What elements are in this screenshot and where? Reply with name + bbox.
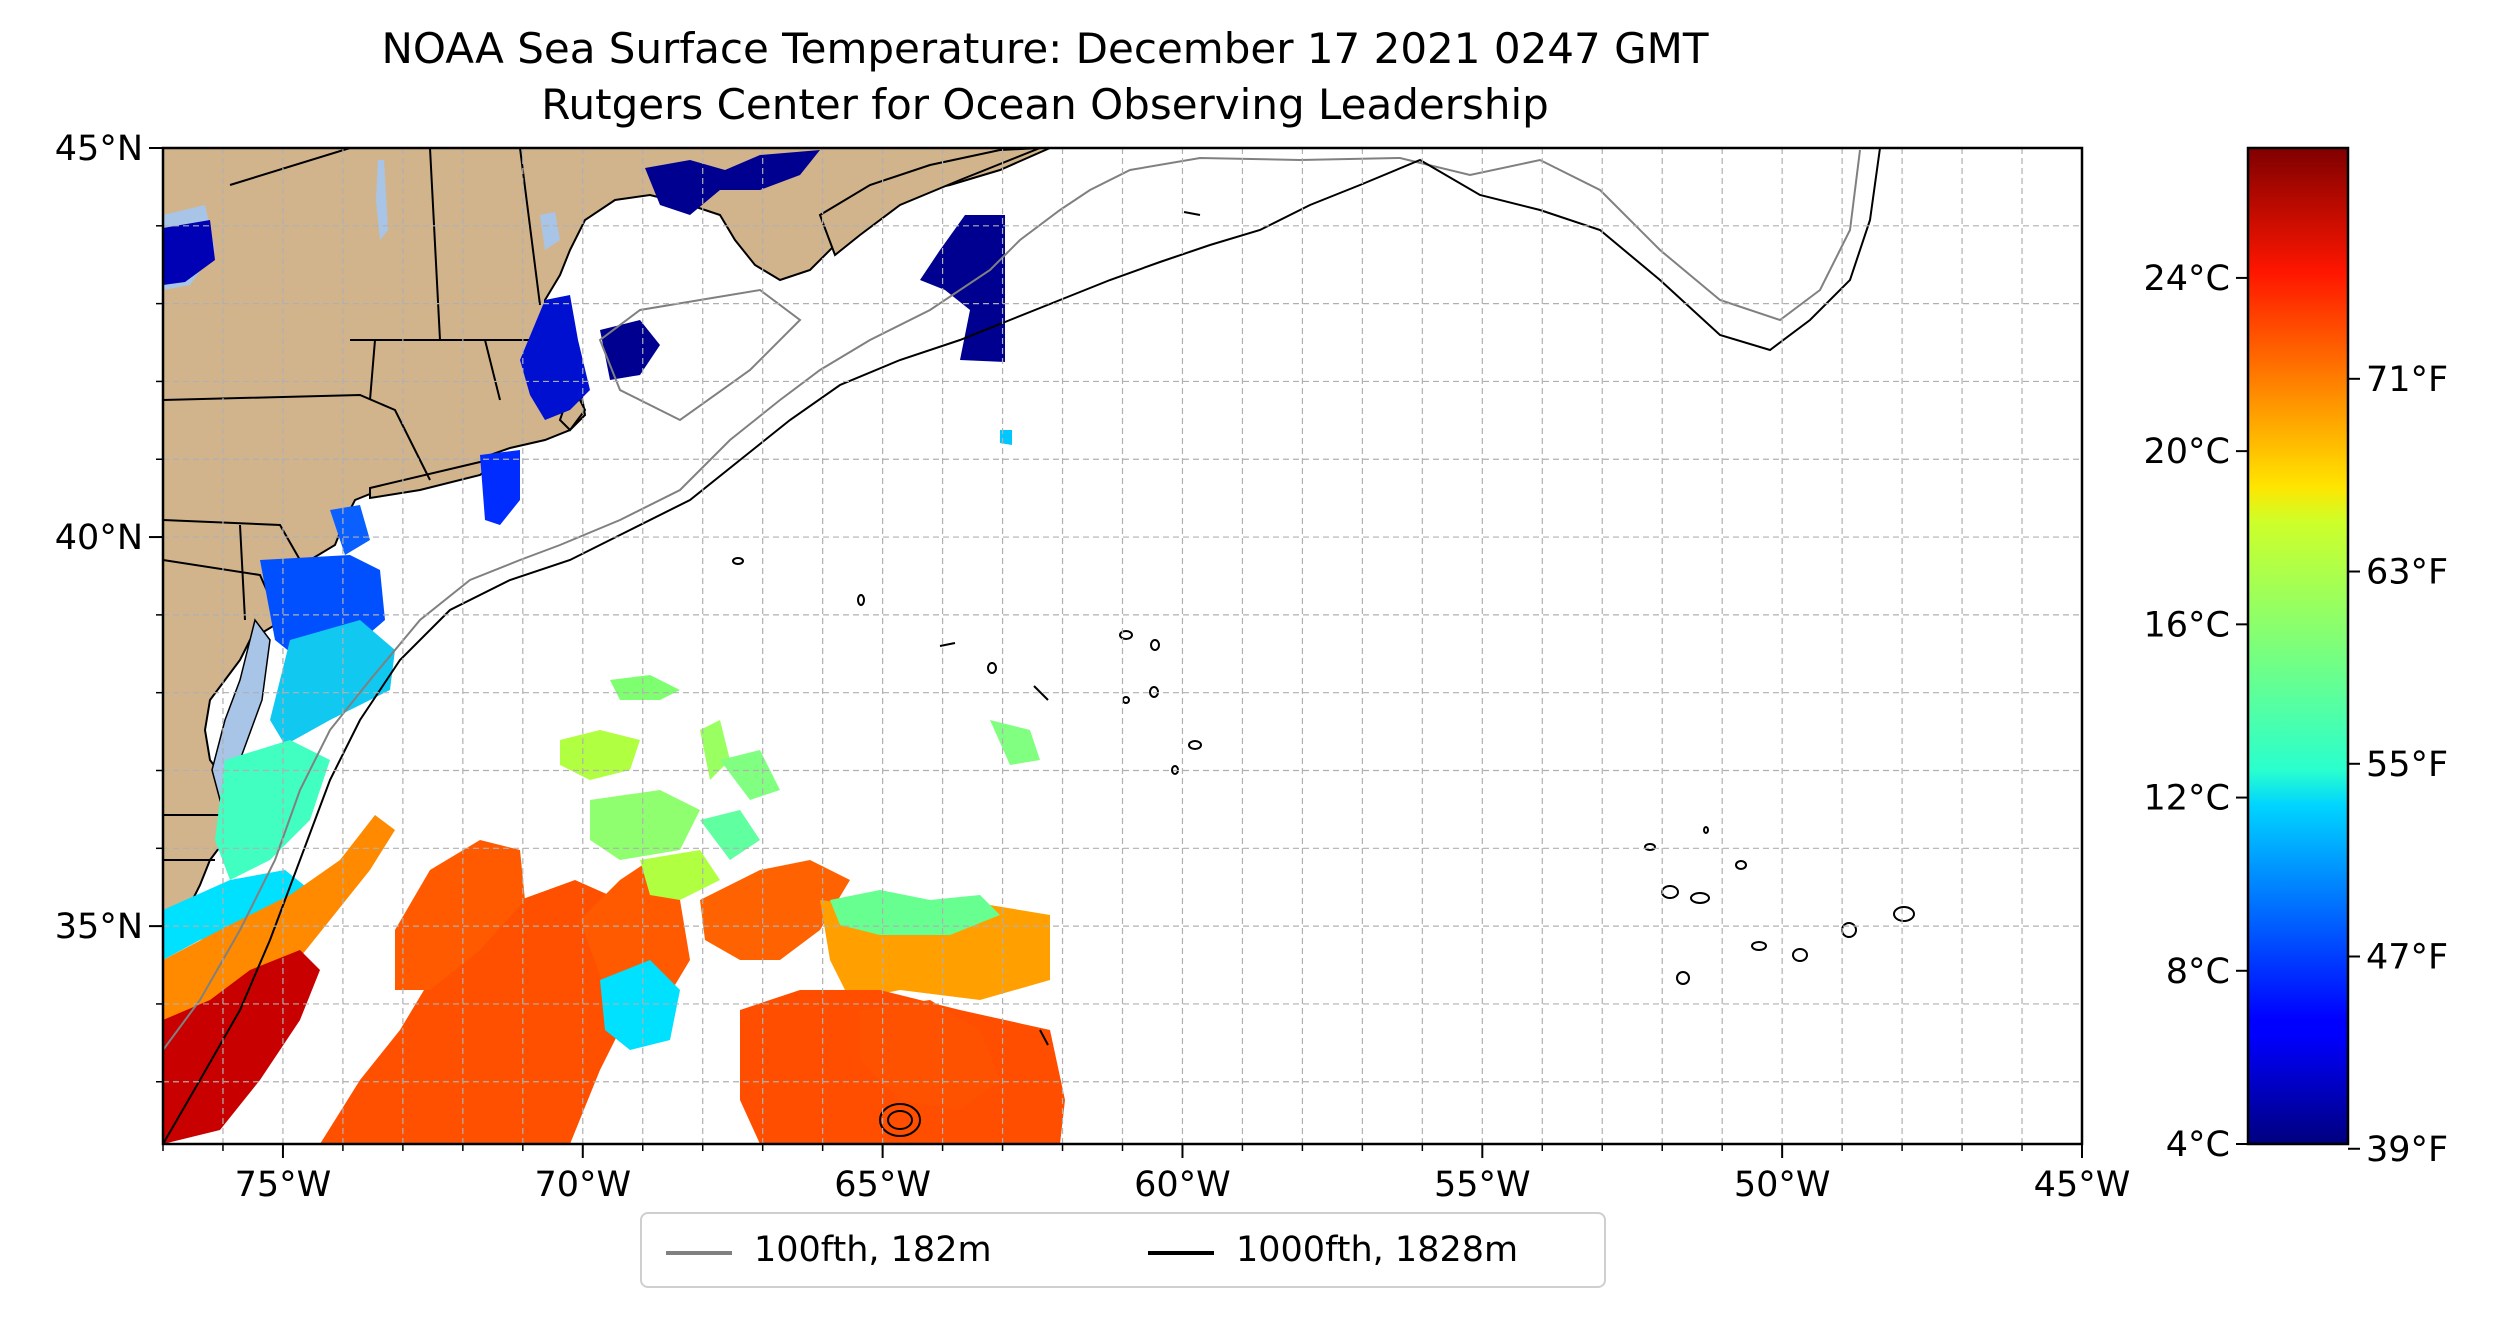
y-tick-label: 45°N — [55, 129, 143, 169]
x-tick-label: 60°W — [1134, 1165, 1231, 1205]
y-tick-label: 35°N — [55, 907, 143, 947]
x-tick-label: 50°W — [1734, 1165, 1831, 1205]
state-borders — [163, 148, 545, 861]
legend-label-100fth: 100fth, 182m — [754, 1230, 992, 1270]
x-tick-label: 75°W — [235, 1165, 332, 1205]
x-axis: 75°W 70°W 65°W 60°W 55°W 50°W 45°W — [162, 1144, 2131, 1205]
x-tick-label: 70°W — [534, 1165, 631, 1205]
colorbar-celsius-label: 24°C — [2144, 259, 2230, 299]
legend-label-1000fth: 1000fth, 1828m — [1236, 1230, 1519, 1270]
map-subtitle: Rutgers Center for Ocean Observing Leade… — [541, 80, 1549, 129]
colorbar-fahrenheit-label: 63°F — [2366, 553, 2448, 593]
colorbar-celsius-label: 16°C — [2144, 605, 2230, 645]
contour-1000fth — [163, 148, 1881, 1144]
y-tick-label: 40°N — [55, 518, 143, 558]
colorbar-fahrenheit-label: 39°F — [2366, 1130, 2448, 1170]
x-tick-label: 55°W — [1434, 1165, 1531, 1205]
legend-swatch-1000fth — [1148, 1251, 1214, 1255]
x-tick-label: 45°W — [2034, 1165, 2131, 1205]
colorbar-fahrenheit-label: 71°F — [2366, 360, 2448, 400]
colorbar-celsius-label: 12°C — [2144, 779, 2230, 819]
legend: 100fth, 182m 1000fth, 1828m — [640, 1212, 1606, 1288]
colorbar-celsius-label: 20°C — [2144, 432, 2230, 472]
map-area — [163, 148, 2082, 1144]
colorbar-celsius-axis: 24°C 20°C 16°C 12°C 8°C 4°C — [2144, 259, 2248, 1165]
seamount-contours — [732, 211, 1915, 1137]
colorbar-fahrenheit-label: 55°F — [2366, 745, 2448, 785]
y-axis: 45°N 40°N 35°N — [55, 129, 163, 1083]
legend-swatch-100fth — [666, 1251, 732, 1255]
colorbar-celsius-label: 4°C — [2166, 1125, 2230, 1165]
x-tick-label: 65°W — [834, 1165, 931, 1205]
grid-lines — [163, 148, 2082, 1144]
colorbar-fahrenheit-label: 47°F — [2366, 937, 2448, 977]
map-title: NOAA Sea Surface Temperature: December 1… — [381, 24, 1709, 73]
colorbar — [2246, 146, 2350, 1146]
colorbar-celsius-label: 8°C — [2166, 952, 2230, 992]
colorbar-fahrenheit-axis: 71°F 63°F 55°F 47°F 39°F — [2348, 360, 2448, 1170]
contour-100fth — [163, 149, 1861, 1051]
